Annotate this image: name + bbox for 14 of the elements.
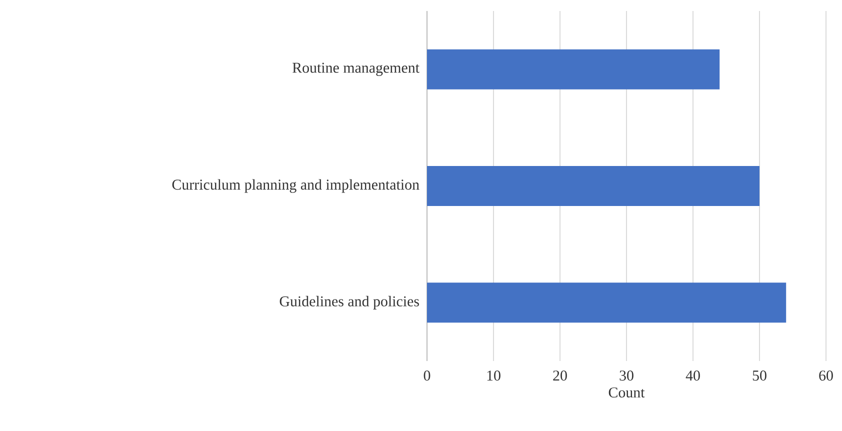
x-tick-label: 20	[553, 370, 567, 381]
bar	[427, 282, 786, 323]
x-tick-label: 60	[819, 370, 833, 381]
y-tick-label: Curriculum planning and implementation	[172, 179, 420, 193]
bar	[427, 166, 760, 206]
x-tick-label: 0	[424, 370, 430, 381]
y-tick-label: Routine management	[292, 62, 420, 76]
x-tick-label: 30	[620, 370, 634, 381]
x-axis-title: Count	[608, 387, 645, 398]
x-tick-label: 40	[686, 370, 700, 381]
x-tick-label: 50	[752, 370, 766, 381]
x-tick-label: 10	[487, 370, 500, 381]
bar	[427, 49, 720, 90]
y-tick-label: Guidelines and policies	[280, 296, 419, 310]
